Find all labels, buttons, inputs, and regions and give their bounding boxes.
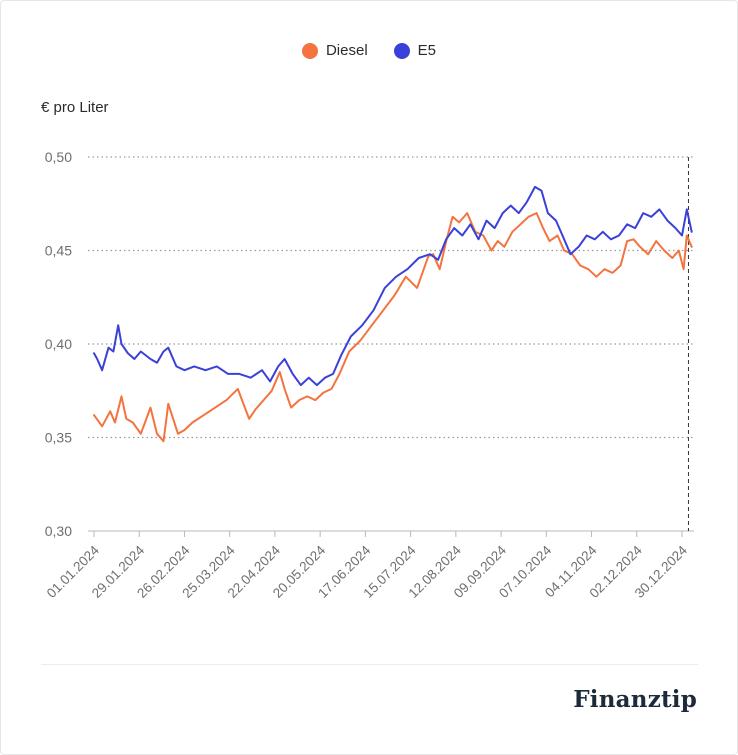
y-axis-unit-label: € pro Liter (41, 99, 109, 116)
y-tick-label: 0,35 (45, 430, 72, 446)
brand-logo: Finanztip (573, 686, 697, 713)
legend: Diesel E5 (0, 42, 738, 59)
series-line-e5 (93, 185, 693, 387)
y-tick-label: 0,50 (45, 149, 72, 165)
legend-label-e5: E5 (417, 42, 437, 59)
y-tick-label: 0,30 (45, 523, 72, 539)
legend-swatch-e5 (393, 42, 410, 59)
line-chart: 0,500,450,400,350,3001.01.202429.01.2024… (44, 149, 694, 601)
footer-divider (41, 664, 698, 665)
legend-label-diesel: Diesel (325, 42, 368, 59)
series-line-diesel (93, 212, 693, 443)
legend-item-e5[interactable]: E5 (393, 42, 437, 59)
legend-swatch-diesel (301, 42, 318, 59)
legend-item-diesel[interactable]: Diesel (301, 42, 368, 59)
y-tick-label: 0,45 (45, 243, 72, 259)
y-tick-label: 0,40 (45, 336, 72, 352)
